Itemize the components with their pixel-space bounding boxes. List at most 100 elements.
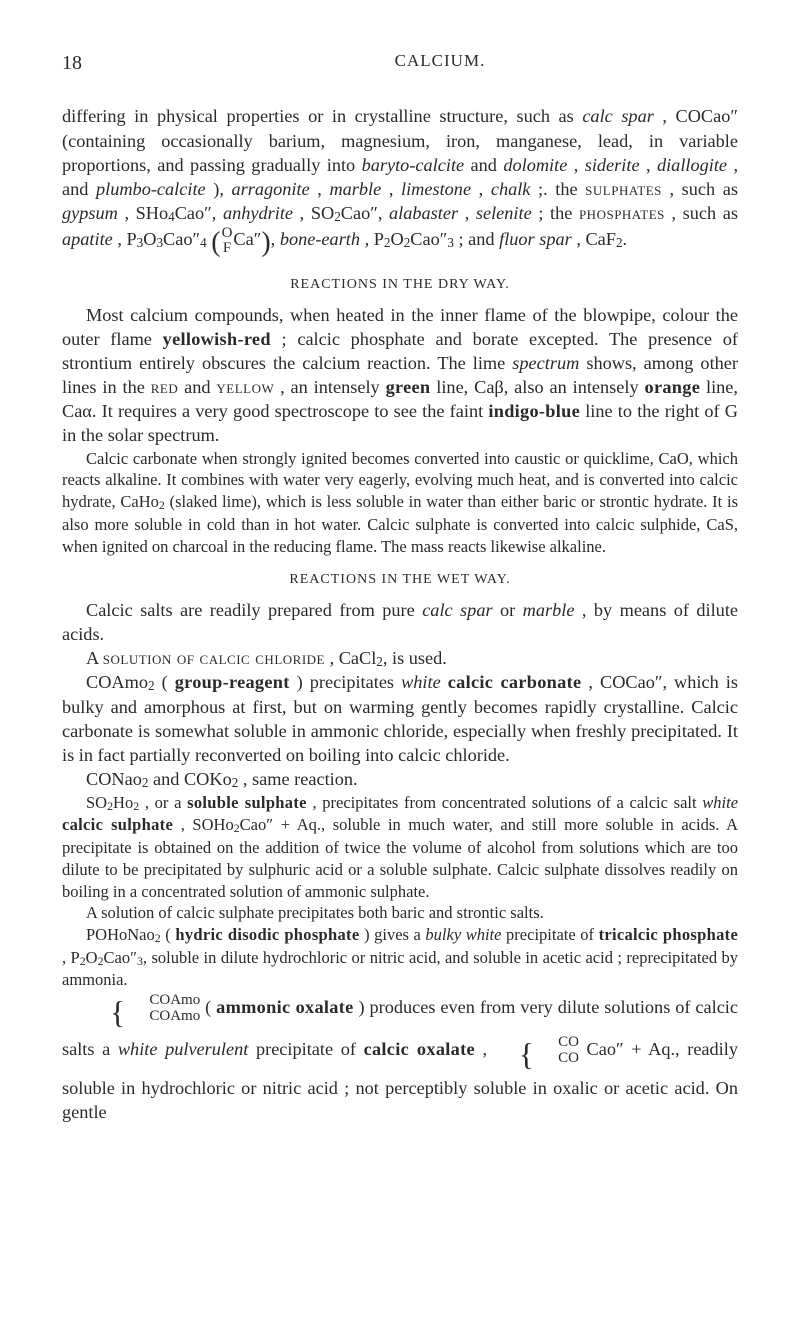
term-apatite: apatite bbox=[62, 229, 113, 249]
term-white-2: white bbox=[702, 793, 738, 812]
text: precipitate of bbox=[256, 1039, 364, 1059]
text: , or a bbox=[145, 793, 187, 812]
text: Cao″ bbox=[104, 948, 137, 967]
text: or bbox=[500, 600, 523, 620]
term-indigo-blue: indigo-blue bbox=[488, 401, 580, 421]
term-calcic-sulphate: calcic sulphate bbox=[62, 815, 173, 834]
page-number: 18 bbox=[62, 50, 142, 76]
text: precipitate of bbox=[506, 925, 599, 944]
brace-open: { bbox=[86, 991, 125, 1033]
paragraph-dry-1: Most calcium compounds, when heated in t… bbox=[62, 303, 738, 448]
term-marble-2: marble bbox=[523, 600, 575, 620]
term-solution: solution of calcic chloride bbox=[103, 648, 325, 668]
term-calc-spar-2: calc spar bbox=[422, 600, 492, 620]
paren-open: ( bbox=[211, 227, 220, 258]
term-ammonic-oxalate: ammonic oxalate bbox=[216, 997, 353, 1017]
text: . bbox=[623, 229, 628, 249]
text: O bbox=[391, 229, 404, 249]
text: Cao″, bbox=[175, 203, 223, 223]
paragraph-wet-6: A solution of calcic sulphate precipitat… bbox=[62, 902, 738, 924]
text: , P bbox=[365, 229, 384, 249]
term-hydric-phosphate: hydric disodic phosphate bbox=[175, 925, 359, 944]
term-bulky-white: bulky white bbox=[425, 925, 501, 944]
term-alabaster: alabaster bbox=[389, 203, 458, 223]
text: A bbox=[86, 648, 103, 668]
text: , bbox=[646, 155, 657, 175]
text: ( bbox=[162, 672, 168, 692]
term-calcic-carbonate: calcic carbonate bbox=[448, 672, 582, 692]
paragraph-wet-3: COAmo2 ( group-reagent ) precipitates wh… bbox=[62, 670, 738, 767]
fraction: OF bbox=[221, 226, 234, 256]
term-diallogite: diallogite bbox=[657, 155, 727, 175]
text: Cao″ bbox=[410, 229, 447, 249]
term-tricalcic: tricalcic phosphate bbox=[599, 925, 739, 944]
paragraph-dry-2: Calcic carbonate when strongly ignited b… bbox=[62, 448, 738, 558]
text: , bbox=[483, 1039, 495, 1059]
paragraph-wet-4: CONao2 and COKo2 , same reaction. bbox=[62, 767, 738, 791]
term-dolomite: dolomite bbox=[503, 155, 567, 175]
text: Cao″ bbox=[163, 229, 200, 249]
term-siderite: siderite bbox=[585, 155, 640, 175]
term-orange: orange bbox=[645, 377, 701, 397]
text: ), bbox=[213, 179, 231, 199]
text: ) gives a bbox=[364, 925, 425, 944]
text: differing in physical properties or in c… bbox=[62, 106, 582, 126]
term-yellowish-red: yellowish-red bbox=[163, 329, 271, 349]
term-baryto: baryto-calcite bbox=[362, 155, 465, 175]
text: ( bbox=[165, 925, 171, 944]
term-arragonite: arragonite bbox=[231, 179, 309, 199]
term-spectrum: spectrum bbox=[512, 353, 579, 373]
term-calcic-oxalate: calcic oxalate bbox=[364, 1039, 475, 1059]
text: O bbox=[143, 229, 156, 249]
section-head-dry: REACTIONS IN THE DRY WAY. bbox=[62, 276, 738, 294]
text: Ca″ bbox=[233, 229, 261, 249]
term-white-pulverulent: white pulverulent bbox=[118, 1039, 248, 1059]
sub: 2 bbox=[232, 775, 239, 790]
text: Cao″, bbox=[341, 203, 389, 223]
term-yellow: yellow bbox=[216, 377, 274, 397]
text: , is used. bbox=[383, 648, 447, 668]
paren-close: ) bbox=[261, 227, 270, 258]
sub: 4 bbox=[168, 209, 175, 224]
term-plumbo: plumbo-calcite bbox=[96, 179, 206, 199]
text: , precipitates from concentrated solutio… bbox=[312, 793, 702, 812]
text: , CaCl bbox=[330, 648, 377, 668]
term-group-reagent: group-reagent bbox=[175, 672, 290, 692]
paragraph-wet-7: POHoNao2 ( hydric disodic phosphate ) gi… bbox=[62, 924, 738, 991]
term-limestone: limestone bbox=[401, 179, 471, 199]
text: and bbox=[184, 377, 216, 397]
term-fluor-spar: fluor spar bbox=[499, 229, 572, 249]
text: , SO bbox=[300, 203, 335, 223]
sub: 2 bbox=[133, 799, 139, 813]
term-calc-spar: calc spar bbox=[582, 106, 654, 126]
sub: 2 bbox=[142, 775, 149, 790]
term-phosphates: phosphates bbox=[579, 203, 665, 223]
header-row: 18 CALCIUM. bbox=[62, 50, 738, 76]
text: Calcic salts are readily prepared from p… bbox=[86, 600, 422, 620]
text: , P bbox=[62, 948, 80, 967]
text: ) precipitates bbox=[297, 672, 401, 692]
text: SO bbox=[86, 793, 107, 812]
term-white: white bbox=[401, 672, 441, 692]
text: , bbox=[317, 179, 329, 199]
text: , CaF bbox=[576, 229, 616, 249]
text: line, Caβ, also an intensely bbox=[436, 377, 644, 397]
text: POHoNao bbox=[86, 925, 155, 944]
text: , bbox=[389, 179, 401, 199]
sub: 2 bbox=[616, 235, 623, 250]
term-green: green bbox=[386, 377, 431, 397]
text: ; the bbox=[538, 203, 579, 223]
text: , bbox=[465, 203, 476, 223]
text: , an intensely bbox=[280, 377, 385, 397]
paragraph-wet-8: {COAmoCOAmo ( ammonic oxalate ) produces… bbox=[62, 991, 738, 1124]
term-sulphates: sulphates bbox=[585, 179, 662, 199]
text: Ho bbox=[113, 793, 133, 812]
text: , P bbox=[117, 229, 136, 249]
term-selenite: selenite bbox=[476, 203, 532, 223]
term-gypsum: gypsum bbox=[62, 203, 118, 223]
page-container: 18 CALCIUM. differing in physical proper… bbox=[0, 0, 800, 1335]
text: ( bbox=[205, 997, 211, 1017]
text: , such as bbox=[671, 203, 738, 223]
sub: 2 bbox=[155, 931, 161, 945]
text: CONao bbox=[86, 769, 142, 789]
